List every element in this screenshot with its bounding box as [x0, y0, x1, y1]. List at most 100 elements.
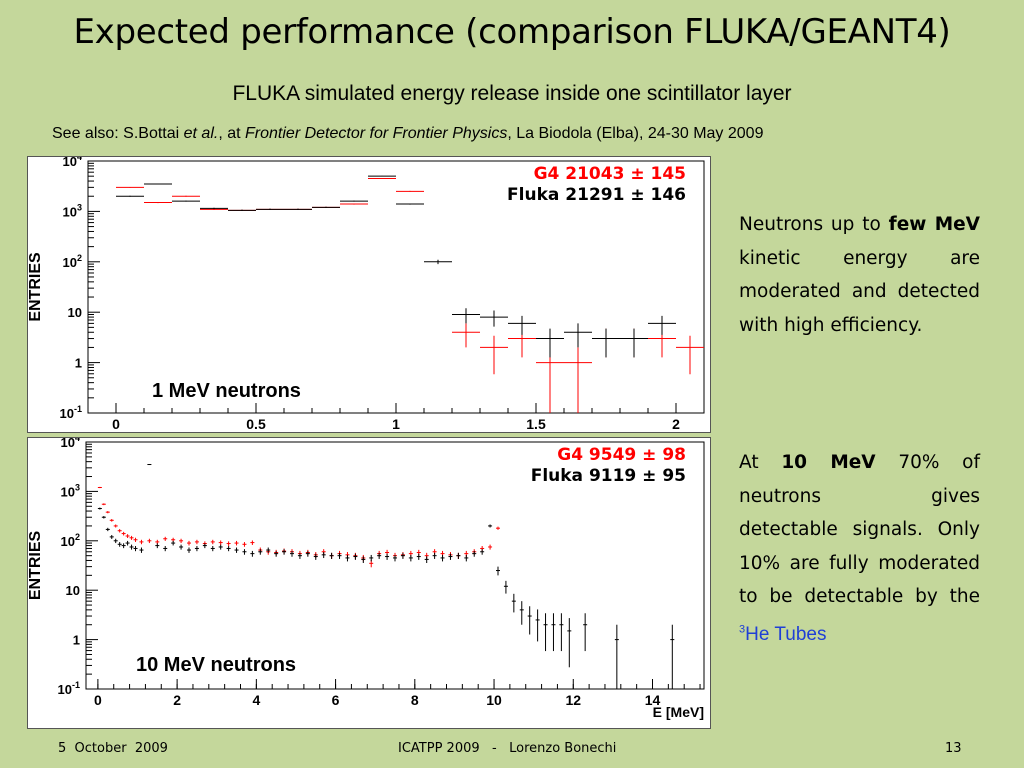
chart1-ytick-label: 10-1: [60, 404, 82, 421]
chart2-xlabel: E [MeV]: [653, 704, 704, 720]
chart2-legend-fluka: Fluka 9119 ± 95: [531, 466, 686, 486]
chart1-point-g4: [144, 201, 172, 204]
chart2-point-g4: [210, 539, 215, 545]
chart1-ytick-label: 1: [75, 356, 82, 371]
chart2-point-fluka: [179, 544, 184, 550]
side2-part1: At: [739, 452, 782, 473]
chart2-point-g4: [113, 524, 118, 528]
chart2-point-fluka: [234, 547, 239, 553]
chart1-point-fluka: [480, 310, 508, 327]
chart2-point-g4: [133, 537, 138, 542]
chart2-point-fluka: [187, 547, 191, 553]
chart2-point-fluka: [329, 552, 334, 559]
chart2-xtick-label: 0: [94, 692, 102, 708]
chart1-point-fluka: [116, 195, 144, 197]
chart2-point-fluka: [408, 554, 413, 562]
chart1-ytick-label: 10: [68, 305, 82, 320]
chart2-point-fluka: [567, 618, 572, 668]
chart2-point-fluka: [519, 601, 524, 625]
chart2-point-g4: [179, 538, 184, 544]
chart1-ylabel: ENTRIES: [28, 252, 44, 322]
chart2-point-fluka: [583, 613, 588, 652]
slide-subtitle: FLUKA simulated energy release inside on…: [232, 82, 792, 105]
chart1-point-g4: [116, 186, 144, 188]
he-sup: 3: [739, 623, 746, 636]
chart2-point-fluka: [385, 553, 390, 560]
reference-venue: Frontier Detector for Frontier Physics: [245, 125, 508, 142]
chart2-point-fluka: [250, 550, 255, 557]
chart1-point-g4: [340, 203, 368, 205]
chart1-ytick-label: 104: [63, 157, 82, 169]
chart1-point-fluka: [536, 328, 564, 358]
chart2-ytick-label: 10: [66, 583, 80, 598]
chart1-point-fluka: [256, 208, 284, 210]
chart2-point-fluka: [448, 553, 453, 560]
chart2-ytick-exp: -1: [72, 680, 80, 690]
chart2-point-fluka: [155, 543, 160, 549]
chart1-point-fluka: [284, 208, 312, 210]
chart2-point-fluka: [614, 624, 619, 689]
chart2-point-g4: [194, 539, 199, 545]
chart2-point-fluka: [163, 546, 168, 552]
chart1-ytick-exp: 2: [77, 253, 82, 263]
chart2-point-g4: [187, 540, 191, 546]
chart2-point-g4: [218, 540, 223, 545]
chart1-point-fluka: [312, 206, 340, 209]
chart2-point-fluka: [290, 550, 294, 557]
chart2-point-g4: [129, 535, 134, 540]
chart2-ytick-exp: 4: [75, 438, 80, 443]
footer-date: 5 October 2009: [58, 741, 168, 756]
chart2-point-fluka: [670, 624, 675, 689]
chart2-point-fluka: [472, 550, 477, 557]
chart2-point-g4: [105, 511, 110, 514]
chart2-point-fluka: [496, 566, 500, 576]
chart2-point-fluka: [226, 546, 231, 552]
chart1-ytick-label: 102: [63, 253, 82, 270]
chart2-point-g4: [147, 538, 152, 544]
slide-title: Expected performance (comparison FLUKA/G…: [73, 12, 951, 52]
chart1-point-g4: [396, 190, 424, 192]
side-text-2: At 10 MeV 70% of neutrons gives detectab…: [739, 446, 980, 651]
footer-page-number: 13: [945, 741, 962, 756]
chart1-point-fluka: [424, 259, 452, 265]
chart2-point-fluka: [511, 593, 516, 613]
chart2-point-fluka: [117, 542, 122, 547]
chart2-point-fluka: [305, 550, 310, 557]
chart1-legend-fluka: Fluka 21291 ± 146: [507, 185, 686, 205]
chart2-point-fluka: [258, 549, 263, 555]
reference-suffix: , La Biodola (Elba), 24-30 May 2009: [507, 125, 764, 142]
chart2-point-g4: [125, 534, 130, 539]
chart2-point-fluka: [133, 546, 138, 552]
chart1-point-fluka: [564, 323, 592, 348]
chart2-point-fluka: [101, 516, 106, 519]
chart-10mev: 10-1 1 10 102 103 104 0 2 4 6 8 10 12 14 ENTRIES E [MeV…: [28, 438, 705, 720]
chart2-point-fluka: [361, 556, 366, 564]
chart1-ytick-label: 103: [63, 202, 82, 219]
chart2-point-g4: [117, 529, 122, 533]
chart2-xtick-label: 8: [411, 692, 419, 708]
chart1-point-fluka: [592, 328, 620, 358]
reference-etal: et al.: [183, 125, 219, 142]
chart2-point-fluka: [147, 464, 152, 466]
chart2-point-fluka: [377, 552, 382, 559]
chart2-xtick-label: 2: [173, 692, 181, 708]
chart2-title: 10 MeV neutrons: [136, 654, 296, 676]
side1-bold: few MeV: [888, 214, 980, 235]
footer-conference: ICATPP 2009 - Lorenzo Bonechi: [398, 741, 617, 756]
chart2-point-fluka: [210, 546, 215, 552]
chart2-ytick-label: 102: [61, 532, 80, 549]
chart1-point-g4: [368, 177, 396, 179]
chart2-point-fluka: [266, 547, 271, 553]
reference-prefix: See also: S.Bottai: [52, 125, 184, 142]
chart2-point-fluka: [345, 554, 350, 562]
chart2-point-fluka: [551, 613, 556, 652]
chart2-xtick-label: 14: [645, 692, 661, 708]
chart2-point-g4: [242, 542, 247, 547]
chart2-point-fluka: [109, 535, 114, 539]
chart2-legend-g4: G4 9549 ± 98: [557, 445, 686, 465]
side1-part2: kinetic energy are moderated and detecte…: [739, 247, 980, 336]
side1-part1: Neutrons up to: [739, 214, 889, 235]
chart2-ytick-exp: 2: [75, 532, 80, 542]
chart2-point-fluka: [416, 553, 421, 560]
chart2-point-g4: [250, 540, 255, 545]
